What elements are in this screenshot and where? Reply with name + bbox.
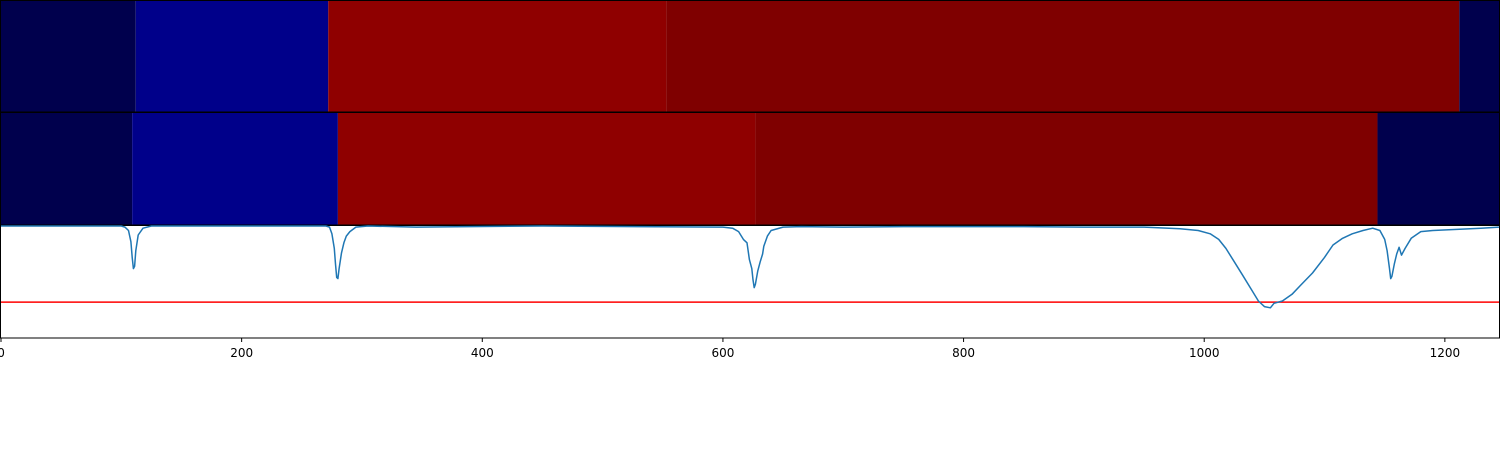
- track-2-segment-1: [132, 113, 338, 225]
- signal-line: [1, 225, 1500, 309]
- x-tick-label-800: 800: [952, 346, 975, 360]
- x-tick-label-1000: 1000: [1189, 346, 1220, 360]
- track-2-segment-2: [337, 113, 756, 225]
- x-tick-label-600: 600: [711, 346, 734, 360]
- segmentation-track-2: [0, 112, 1500, 226]
- segmentation-track-1: [0, 0, 1500, 113]
- x-tick-label-0: 0: [0, 346, 5, 360]
- x-tick-label-1200: 1200: [1430, 346, 1461, 360]
- track-1-segment-3: [666, 1, 1460, 112]
- x-tick-label-400: 400: [471, 346, 494, 360]
- x-tick-label-200: 200: [230, 346, 253, 360]
- track-2-segment-3: [755, 113, 1378, 225]
- signal-panel: [0, 225, 1500, 339]
- track-2-segment-4: [1377, 113, 1499, 225]
- track-1-segment-0: [1, 1, 136, 112]
- track-1-segment-2: [328, 1, 667, 112]
- x-axis: 0 200 400 600 800 1000 1200: [0, 338, 1460, 360]
- signal-panel-frame: [0, 225, 1500, 339]
- track-1-segment-1: [135, 1, 329, 112]
- track-2-segment-0: [1, 113, 133, 225]
- track-1-segment-4: [1459, 1, 1499, 112]
